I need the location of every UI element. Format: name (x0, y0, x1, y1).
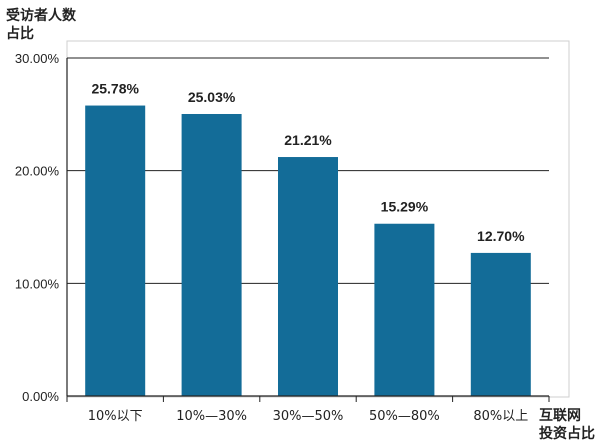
bar-4 (374, 223, 435, 396)
x-axis-title-line1: 互联网 (539, 408, 581, 424)
data-label-2: 25.03% (188, 89, 236, 105)
bars (85, 105, 531, 396)
y-tick-label: 10.00% (15, 276, 60, 291)
bar-5 (470, 252, 531, 396)
data-label-1: 25.78% (91, 81, 139, 97)
category-label-2: 10%—30% (176, 409, 247, 424)
y-axis-title-line2: 占比 (6, 25, 34, 42)
x-axis (66, 58, 550, 402)
data-label-4: 15.29% (381, 199, 429, 215)
category-label-4: 50%—80% (369, 409, 440, 424)
category-label-3: 30%—50% (273, 409, 344, 424)
x-axis-title-line2: 投资占比 (539, 425, 595, 442)
y-tick-label: 20.00% (15, 164, 60, 179)
bar-3 (278, 157, 338, 396)
y-axis-ticks: 0.00% 10.00% 20.00% 30.00% (15, 51, 60, 404)
data-label-5: 12.70% (477, 228, 525, 244)
category-labels: 10%以下 10%—30% 30%—50% 50%—80% 80%以上 (88, 409, 529, 424)
data-labels: 25.78% 25.03% 21.21% 15.29% 12.70% (91, 81, 525, 244)
category-label-1: 10%以下 (88, 409, 143, 424)
bar-1 (85, 105, 146, 396)
bar-2 (181, 113, 242, 396)
data-label-3: 21.21% (284, 132, 332, 148)
category-label-5: 80%以上 (473, 409, 528, 424)
y-tick-label: 30.00% (15, 51, 60, 66)
y-tick-label: 0.00% (22, 389, 59, 404)
y-axis-title-line1: 受访者人数 (6, 7, 77, 24)
